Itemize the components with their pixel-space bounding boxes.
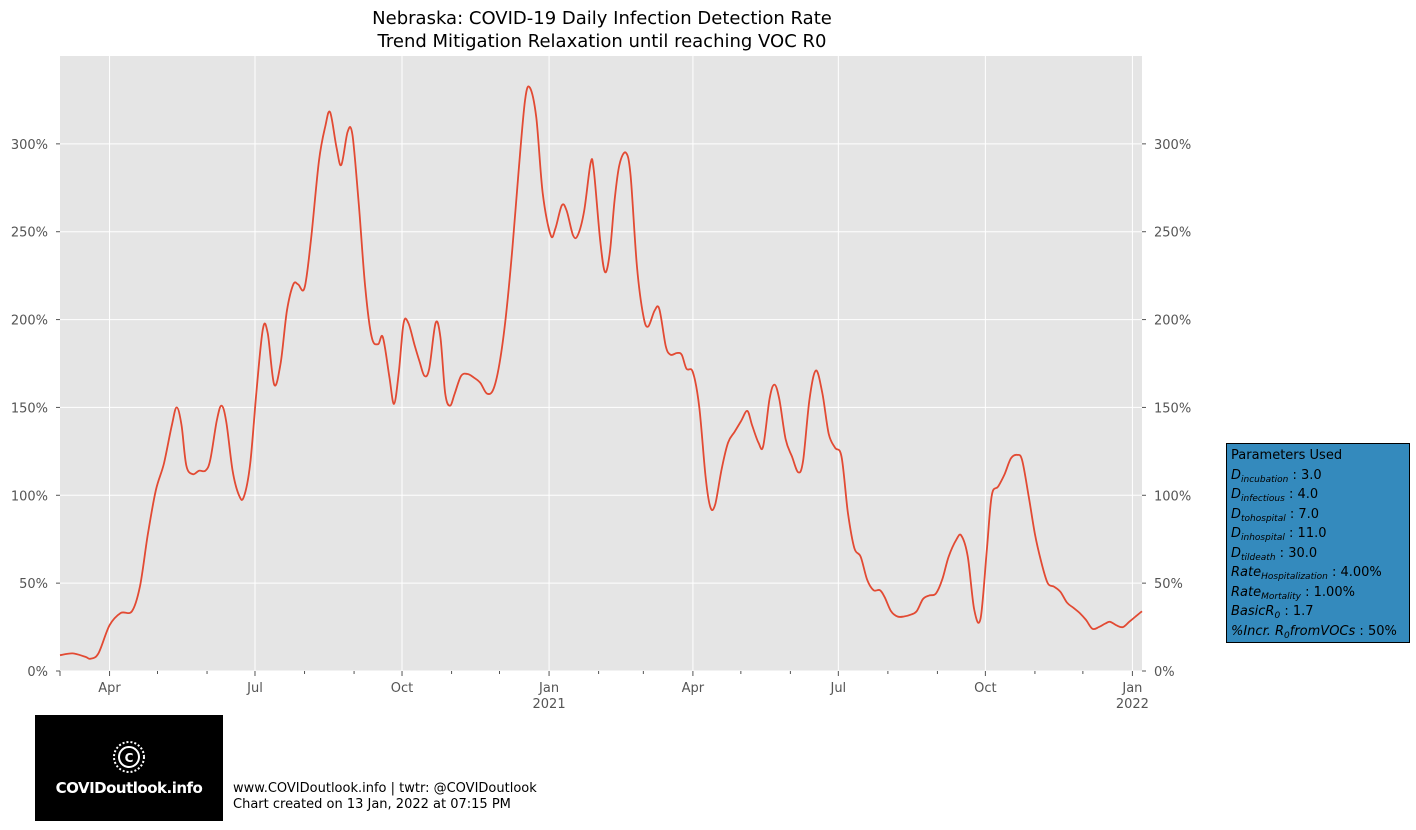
y-tick-label-left: 100%	[11, 489, 48, 504]
series-line	[59, 85, 1143, 660]
parameter-subscript: 0	[1274, 611, 1281, 621]
parameter-subscript: incubation	[1241, 474, 1289, 485]
parameter-name-suffix: fromVOCs	[1289, 623, 1356, 639]
x-tick-label: Jul	[829, 681, 846, 696]
y-tick-label-left: 300%	[11, 138, 48, 153]
parameter-name: D	[1231, 526, 1242, 541]
parameter-row: Dincubation : 3.0	[1231, 467, 1322, 485]
footer: www.COVIDoutlook.info | twtr: @COVIDoutl…	[233, 781, 537, 813]
x-tick-year-label: 2021	[533, 697, 566, 712]
logo: C COVIDoutlook.info	[35, 715, 223, 821]
parameter-value: 50%	[1367, 623, 1397, 639]
y-tick-label-right: 200%	[1154, 314, 1191, 329]
y-tick-label-right: 300%	[1154, 138, 1191, 153]
y-tick-label-left: 150%	[11, 401, 48, 416]
logo-text: COVIDoutlook.info	[55, 779, 203, 797]
parameter-name: D	[1231, 467, 1242, 483]
chart-title: Nebraska: COVID-19 Daily Infection Detec…	[372, 8, 832, 29]
parameter-value: 7.0	[1298, 506, 1320, 522]
svg-text:C: C	[125, 751, 134, 765]
parameter-name: Rate	[1231, 565, 1262, 580]
x-tick-year-label: 2022	[1116, 697, 1149, 712]
parameter-subscript: tildeath	[1241, 552, 1276, 563]
parameter-value: 1.00%	[1313, 584, 1355, 600]
y-tick-label-right: 150%	[1154, 401, 1191, 416]
y-tick-label-right: 50%	[1154, 577, 1183, 592]
parameter-subscript: Mortality	[1261, 591, 1301, 602]
footer-line-2: Chart created on 13 Jan, 2022 at 07:15 P…	[233, 797, 511, 812]
x-tick-label: Oct	[974, 681, 996, 696]
parameter-value: 11.0	[1297, 526, 1327, 541]
parameters-box: Parameters Used Dincubation : 3.0 Dinfect…	[1226, 443, 1410, 643]
parameter-subscript: 0	[1284, 630, 1290, 641]
parameter-name: %Incr. R	[1231, 623, 1285, 639]
y-tick-label-right: 0%	[1154, 665, 1175, 680]
parameter-row: RateMortality : 1.00%	[1231, 584, 1355, 602]
x-tick-label: Jan	[1121, 681, 1142, 696]
parameter-name: BasicR	[1231, 604, 1275, 619]
series-layer	[59, 85, 1143, 660]
parameter-subscript: tohospital	[1241, 513, 1286, 524]
chart-subtitle: Trend Mitigation Relaxation until reachi…	[377, 31, 827, 52]
x-tick-label: Jul	[246, 681, 263, 696]
parameter-row: Dtildeath : 30.0	[1231, 545, 1318, 563]
parameter-value: 4.0	[1297, 487, 1319, 502]
x-tick-label: Apr	[682, 681, 705, 696]
y-tick-label-left: 250%	[11, 226, 48, 241]
parameter-value: 30.0	[1288, 545, 1318, 561]
parameter-subscript: Hospitalization	[1261, 572, 1328, 582]
y-tick-label-left: 200%	[11, 314, 48, 329]
x-tick-label: Oct	[391, 681, 413, 696]
parameter-row: Dinhospital : 11.0	[1231, 526, 1327, 543]
x-tick-label: Jan	[538, 681, 559, 696]
parameter-name: Rate	[1231, 584, 1262, 600]
parameter-row: BasicR0 : 1.7	[1231, 604, 1314, 621]
parameter-subscript: inhospital	[1241, 533, 1285, 543]
y-tick-label-right: 100%	[1154, 489, 1191, 504]
parameter-row: Dinfectious : 4.0	[1231, 487, 1319, 504]
parameter-name: D	[1231, 506, 1242, 522]
parameter-value: 3.0	[1301, 467, 1322, 483]
plot-area	[60, 56, 1142, 671]
footer-line-1: www.COVIDoutlook.info | twtr: @COVIDoutl…	[233, 781, 537, 796]
parameter-name: D	[1231, 545, 1242, 561]
covid-logo-icon: C	[113, 741, 145, 773]
y-tick-label-left: 50%	[19, 577, 48, 592]
parameter-value: 1.7	[1292, 604, 1314, 619]
x-tick-label: Apr	[98, 681, 121, 696]
y-tick-label-left: 0%	[27, 665, 48, 680]
parameter-row: Dtohospital : 7.0	[1231, 506, 1320, 524]
parameter-row: RateHospitalization : 4.00%	[1231, 565, 1382, 582]
parameter-name: D	[1231, 487, 1242, 502]
parameter-subscript: infectious	[1241, 494, 1285, 504]
y-tick-label-right: 250%	[1154, 226, 1191, 241]
parameters-heading: Parameters Used	[1231, 448, 1343, 463]
parameter-value: 4.00%	[1340, 565, 1382, 580]
parameter-row: %Incr. R0fromVOCs : 50%	[1231, 623, 1397, 641]
axes: 0% 0% 50% 50% 100% 100% 150% 150% 200% 200% 250% 25…	[11, 138, 1191, 712]
